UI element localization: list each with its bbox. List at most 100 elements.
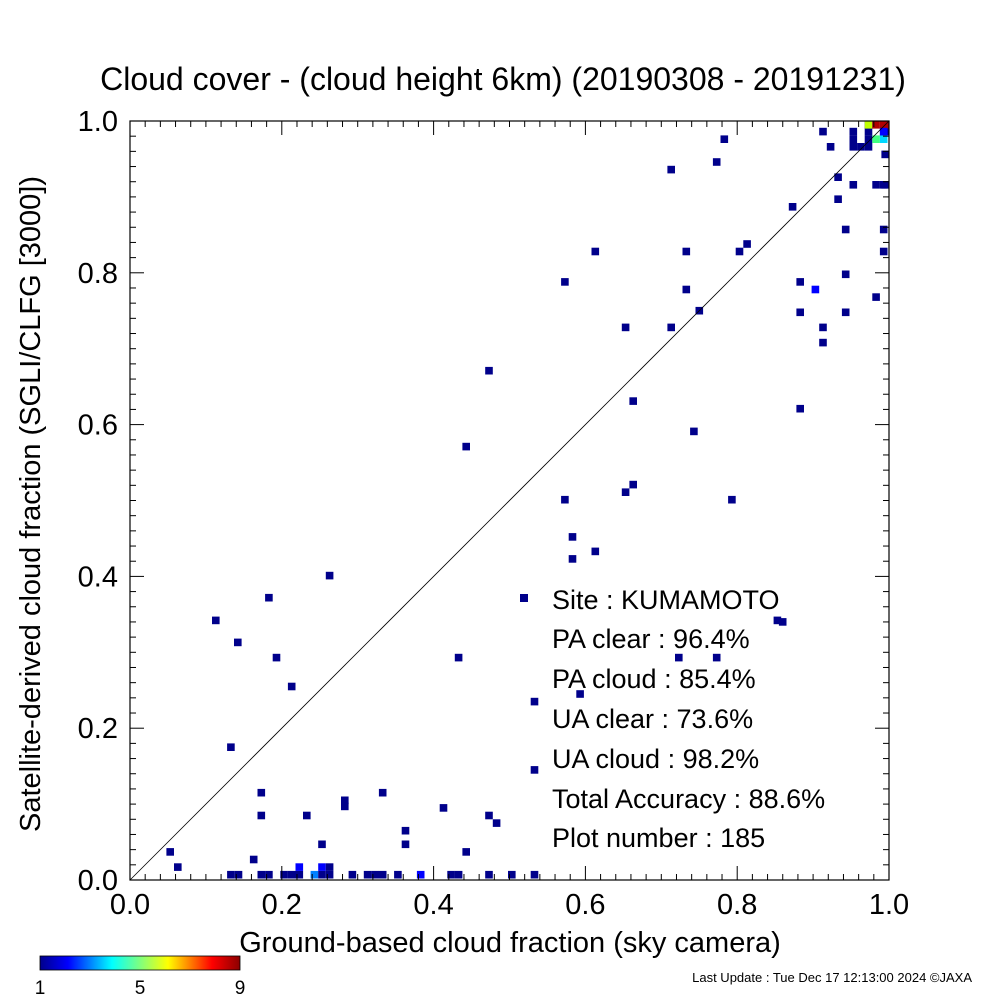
data-cell [454, 653, 463, 662]
data-cell [811, 285, 820, 294]
data-cell [849, 181, 858, 189]
data-cell [773, 616, 782, 625]
data-cell [318, 863, 326, 871]
data-cell [341, 796, 349, 805]
data-cell [561, 495, 569, 504]
data-cell [325, 870, 334, 879]
data-cell [690, 427, 698, 436]
chart-title: Cloud cover - (cloud height 6km) (201903… [100, 61, 906, 97]
data-cell [864, 143, 873, 151]
data-cell [834, 195, 842, 203]
legend-ua-cloud: UA cloud : 98.2% [552, 744, 759, 774]
data-cell [257, 870, 266, 879]
data-cell [881, 181, 889, 189]
data-cell [841, 270, 850, 279]
data-cell [265, 870, 273, 879]
y-tick-label: 0.2 [78, 713, 118, 745]
data-cell [295, 870, 304, 879]
data-cell [485, 811, 493, 820]
data-cell [857, 143, 865, 151]
y-tick-label: 0.6 [78, 410, 118, 442]
data-cell [872, 135, 880, 143]
data-cell [272, 653, 281, 662]
legend-ua-clear: UA clear : 73.6% [552, 704, 753, 734]
data-cell [879, 127, 888, 136]
legend-plot-number: Plot number : 185 [552, 823, 765, 853]
colorbar-gradient [39, 955, 241, 971]
data-cell [378, 870, 387, 879]
one-to-one-line [129, 120, 890, 881]
data-cell [796, 278, 804, 286]
data-cell [819, 323, 827, 332]
data-cell [363, 870, 372, 879]
data-cell [401, 840, 410, 849]
data-cell [591, 247, 600, 256]
data-cell [788, 203, 797, 211]
x-tick-label: 0.8 [717, 889, 757, 921]
stats-legend: Site : KUMAMOTO PA clear : 96.4% PA clou… [520, 585, 825, 853]
data-cell [621, 323, 630, 332]
data-cell [234, 870, 243, 879]
data-cell [819, 338, 827, 347]
data-cell [371, 870, 379, 879]
data-cell [778, 618, 787, 626]
legend-marker [520, 594, 528, 602]
data-cell [249, 855, 258, 864]
data-cell [682, 247, 691, 256]
data-cell [234, 638, 242, 647]
last-update-footer: Last Update : Tue Dec 17 12:13:00 2024 ©… [692, 970, 972, 985]
data-cell [675, 653, 683, 662]
data-cell [561, 278, 569, 286]
data-cell [416, 870, 425, 879]
y-tick-label: 1.0 [78, 106, 118, 138]
colorbar: 1 5 9 [35, 955, 245, 999]
data-cell [492, 819, 501, 827]
x-tick-label: 0.0 [110, 889, 150, 921]
data-cell [447, 870, 455, 879]
data-cell [667, 165, 675, 174]
y-tick-label: 0.0 [78, 865, 118, 897]
legend-site: Site : KUMAMOTO [552, 585, 780, 615]
axis-ticks: 0.0 0.2 0.4 0.6 0.8 1.0 0.0 0.2 0.4 0.6 0.8 1.0 [78, 106, 909, 921]
data-cell [439, 804, 448, 812]
data-cell [826, 143, 835, 151]
data-cell [454, 870, 463, 879]
legend-pa-clear: PA clear : 96.4% [552, 624, 750, 654]
data-cell [879, 247, 888, 256]
data-cell [485, 366, 493, 375]
data-cell [841, 225, 850, 234]
data-cell [280, 870, 288, 879]
data-cell [530, 697, 539, 706]
data-cell [530, 870, 539, 879]
data-cell [287, 682, 296, 691]
colorbar-min-label: 1 [35, 978, 46, 999]
data-cell [462, 848, 470, 856]
data-cell [849, 135, 858, 143]
plot-marks [166, 121, 889, 879]
data-cell [743, 240, 751, 248]
data-cell [265, 593, 273, 602]
data-cell [879, 225, 888, 234]
data-cell [881, 150, 889, 159]
data-cell [712, 653, 721, 662]
data-cell [462, 442, 470, 451]
data-cell [568, 555, 577, 563]
y-tick-label: 0.8 [78, 258, 118, 290]
data-cell [287, 870, 296, 879]
data-cell [303, 811, 311, 820]
data-cell [864, 121, 873, 129]
data-cell [257, 811, 266, 820]
data-cell [318, 840, 326, 849]
data-cell [378, 788, 387, 797]
data-cell [621, 488, 630, 496]
data-cell [325, 571, 334, 580]
y-tick-label: 0.4 [78, 561, 118, 593]
data-cell [720, 135, 729, 143]
data-cell [879, 135, 888, 143]
x-tick-label: 1.0 [869, 889, 909, 921]
data-cell [667, 323, 675, 332]
data-cell [629, 397, 637, 405]
x-tick-label: 0.4 [413, 889, 453, 921]
data-cell [394, 870, 402, 879]
